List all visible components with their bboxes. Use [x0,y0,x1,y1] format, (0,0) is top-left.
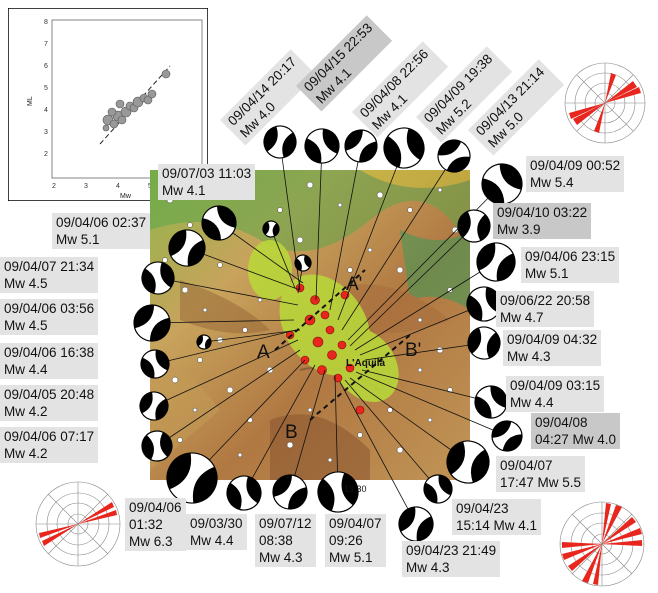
event-label-26: 09/07/03 11:03 Mw 4.1 [158,164,256,200]
event-25-mag: Mw 5.1 [56,232,100,247]
inset-ytick-3: 3 [44,129,48,136]
event-18-date: 09/03/30 [190,516,243,531]
event-15-date: 09/04/23 21:49 [406,543,497,558]
event-12-date: 09/04/08 [535,415,588,430]
event-17-mag: Mw 4.3 [259,550,303,565]
inset-points [102,69,171,132]
event-label-7: 09/04/10 03:22 Mw 3.9 [493,203,592,239]
event-22-date: 09/04/06 16:38 [4,345,95,360]
rose-diagram-bottom-right [559,501,645,587]
event-label-15: 09/04/23 21:49 Mw 4.3 [402,541,501,577]
event-13-date: 09/04/07 [500,458,553,473]
event-6-mag: Mw 5.4 [530,175,574,190]
event-label-23: 09/04/06 03:56 Mw 4.5 [0,299,99,335]
focal-mechanism-icon [304,128,340,164]
inset-axes-box [51,19,203,179]
event-26-mag: Mw 4.1 [162,183,206,198]
event-label-14: 09/04/23 15:14 Mw 4.1 [452,499,542,535]
inset-ytick-2: 2 [44,151,48,158]
event-19-date: 09/04/06 [129,500,182,515]
event-13-mag: 17:47 Mw 5.5 [500,475,582,490]
event-label-1: 09/04/14 20:17 Mw 4.0 [220,49,317,146]
focal-mechanism-icon [263,125,297,159]
focal-mechanism-icon [383,127,425,169]
event-label-21: 09/04/05 20:48 Mw 4.2 [0,385,99,421]
event-19-time: 01:32 [129,517,163,532]
event-16-mag: Mw 5.1 [329,550,373,565]
event-label-11: 09/04/09 03:15 Mw 4.4 [506,376,605,412]
inset-ytick-7: 7 [44,41,48,48]
inset-xlabel: Mw [120,193,132,200]
event-23-date: 09/04/06 03:56 [4,301,95,316]
event-label-12: 09/04/08 04:27 Mw 4.0 [531,413,621,449]
inset-ytick-4: 4 [44,107,48,114]
event-6-date: 09/04/09 00:52 [530,158,621,173]
event-10-mag: Mw 4.3 [507,349,551,364]
rose-diagram-top-right [564,62,646,144]
event-label-19: 09/04/06 01:32 Mw 6.3 [125,498,186,551]
coord-label: 13.30 [344,484,367,494]
inset-xtick-2: 2 [52,183,56,190]
event-8-date: 09/04/06 23:15 [525,249,616,264]
event-20-mag: Mw 4.2 [4,446,48,461]
focal-mechanism-icon [491,420,523,452]
event-12-mag: 04:27 Mw 4.0 [535,432,617,447]
event-9-mag: Mw 4.7 [500,310,544,325]
event-label-18: 09/03/30 Mw 4.4 [186,514,247,550]
section-label-a-prime: A' [346,274,362,295]
event-17-time: 08:38 [259,533,293,548]
event-18-mag: Mw 4.4 [190,533,234,548]
event-label-8: 09/04/06 23:15 Mw 5.1 [521,247,620,283]
event-25-date: 09/04/06 02:37 [56,215,147,230]
inset-ytick-8: 8 [44,19,48,26]
event-16-time: 09:26 [329,533,363,548]
event-24-mag: Mw 4.5 [4,276,48,291]
event-label-16: 09/04/07 09:26 Mw 5.1 [325,514,386,567]
city-label: L'Aquila [346,358,385,369]
event-15-mag: Mw 4.3 [406,560,450,575]
event-7-mag: Mw 3.9 [497,222,541,237]
section-label-a: A [257,342,270,363]
inset-xtick-4: 4 [116,183,120,190]
inset-ylabel: ML [27,96,34,106]
event-label-22: 09/04/06 16:38 Mw 4.4 [0,343,99,379]
event-7-date: 09/04/10 03:22 [497,205,588,220]
event-21-date: 09/04/05 20:48 [4,387,95,402]
ml-mw-inset-plot: 8 7 6 5 4 3 2 2 3 4 5 Mw ML [8,8,208,201]
event-17-date: 09/07/12 [259,516,312,531]
event-label-20: 09/04/06 07:17 Mw 4.2 [0,427,99,463]
event-label-13: 09/04/07 17:47 Mw 5.5 [496,456,586,492]
focal-mechanism-icon [476,242,516,282]
section-label-b: B [285,422,298,443]
event-8-mag: Mw 5.1 [525,266,569,281]
event-10-date: 09/04/09 04:32 [507,332,598,347]
event-label-6: 09/04/09 00:52 Mw 5.4 [526,156,625,192]
event-11-date: 09/04/09 03:15 [510,378,601,393]
inset-xtick-3: 3 [84,183,88,190]
event-11-mag: Mw 4.4 [510,395,554,410]
event-label-25: 09/04/06 02:37 Mw 5.1 [52,213,151,249]
event-14-date: 09/04/23 [456,501,509,516]
event-26-date: 09/07/03 11:03 [162,166,252,181]
event-21-mag: Mw 4.2 [4,404,48,419]
event-22-mag: Mw 4.4 [4,362,48,377]
section-label-b-prime: B' [405,340,421,361]
event-label-9: 09/06/22 20:58 Mw 4.7 [496,291,595,327]
inset-ytick-5: 5 [44,85,48,92]
event-label-17: 09/07/12 08:38 Mw 4.3 [255,514,316,567]
rose-diagram-bottom-left [35,481,121,567]
relief-map: A A' B B' L'Aquila [150,170,470,480]
event-label-10: 09/04/09 04:32 Mw 4.3 [503,330,602,366]
event-label-24: 09/04/07 21:34 Mw 4.5 [0,257,99,293]
event-9-date: 09/06/22 20:58 [500,293,591,308]
event-16-date: 09/04/07 [329,516,382,531]
focal-mechanism-icon [467,326,501,360]
event-19-mag: Mw 6.3 [129,534,173,549]
event-20-date: 09/04/06 07:17 [4,429,95,444]
event-14-mag: 15:14 Mw 4.1 [456,518,538,533]
event-23-mag: Mw 4.5 [4,318,48,333]
event-24-date: 09/04/07 21:34 [4,259,95,274]
inset-ytick-6: 6 [44,63,48,70]
